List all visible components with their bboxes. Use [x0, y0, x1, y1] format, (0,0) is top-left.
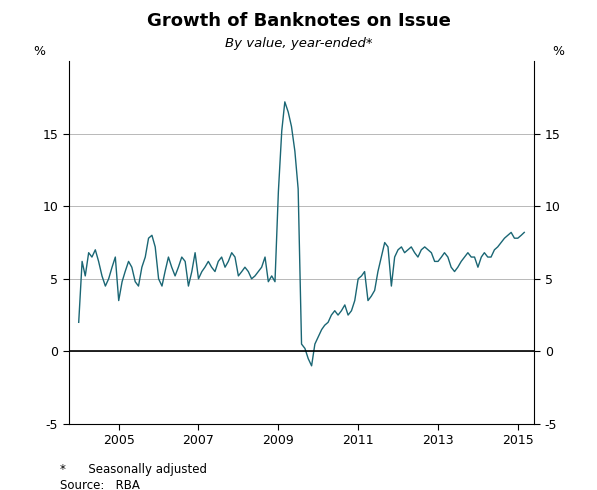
- Text: %: %: [33, 45, 46, 58]
- Text: Source:   RBA: Source: RBA: [60, 479, 140, 490]
- Text: %: %: [553, 45, 565, 58]
- Text: Growth of Banknotes on Issue: Growth of Banknotes on Issue: [146, 12, 451, 30]
- Text: By value, year-ended*: By value, year-ended*: [224, 37, 373, 50]
- Text: *      Seasonally adjusted: * Seasonally adjusted: [60, 463, 207, 476]
